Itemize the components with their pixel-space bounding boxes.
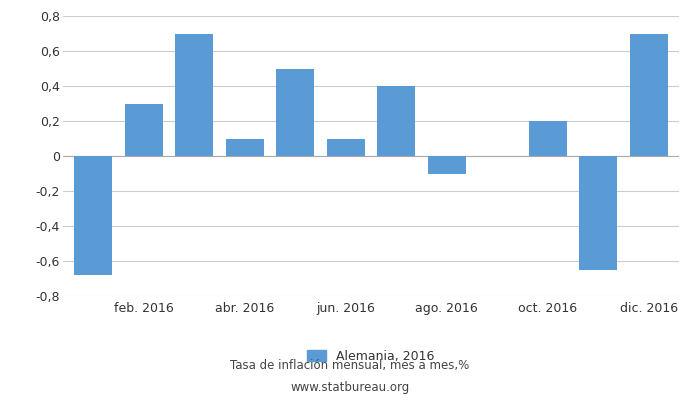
Bar [630, 34, 668, 156]
Bar [428, 156, 466, 174]
Bar [226, 138, 264, 156]
Bar [276, 68, 314, 156]
Legend: Alemania, 2016: Alemania, 2016 [307, 350, 435, 363]
Bar [74, 156, 112, 275]
Bar [377, 86, 415, 156]
Bar [580, 156, 617, 270]
Text: www.statbureau.org: www.statbureau.org [290, 382, 410, 394]
Bar [327, 138, 365, 156]
Bar [528, 121, 567, 156]
Bar [125, 104, 162, 156]
Text: Tasa de inflación mensual, mes a mes,%: Tasa de inflación mensual, mes a mes,% [230, 360, 470, 372]
Bar [175, 34, 214, 156]
